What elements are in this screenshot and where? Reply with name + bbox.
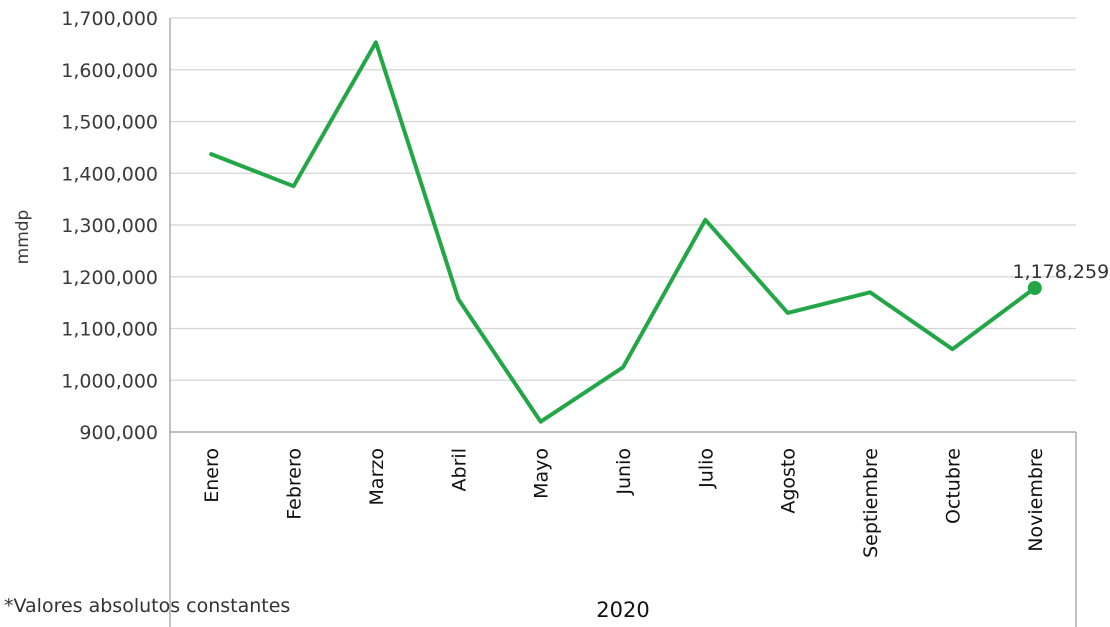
x-tick-label: Julio — [695, 448, 717, 489]
x-tick-label: Marzo — [366, 448, 388, 505]
y-tick-label: 1,200,000 — [61, 267, 158, 289]
y-tick-label: 900,000 — [79, 422, 158, 444]
series-line — [209, 40, 1037, 424]
data-label: 1,178,259 — [1012, 261, 1109, 283]
y-tick-label: 1,100,000 — [61, 319, 158, 341]
x-tick-label: Enero — [201, 448, 223, 503]
chart-frame — [169, 18, 1077, 627]
y-tick-label: 1,700,000 — [61, 8, 158, 30]
x-tick-label: Febrero — [284, 448, 306, 520]
x-tick-label: Abril — [448, 448, 470, 491]
data-labels: 1,178,259 — [1012, 261, 1109, 283]
y-tick-labels: 900,000 1,000,000 1,100,000 1,200,000 1,300,… — [61, 8, 158, 444]
x-tick-labels: Enero Febrero Marzo Abril Mayo Junio Julio Agos… — [201, 448, 1047, 558]
footnote: *Valores absolutos constantes — [4, 595, 290, 617]
x-tick-label: Noviembre — [1025, 448, 1047, 552]
x-tick-label: Agosto — [778, 448, 800, 514]
x-tick-label: Junio — [613, 448, 635, 496]
y-axis-label: mmdp — [13, 210, 33, 265]
x-tick-label: Septiembre — [860, 448, 882, 558]
x-tick-label: Mayo — [531, 448, 553, 499]
y-tick-label: 1,000,000 — [61, 370, 158, 392]
x-axis-label: 2020 — [596, 598, 649, 622]
series-end-point — [1027, 281, 1042, 296]
y-tick-label: 1,400,000 — [61, 163, 158, 185]
y-tick-label: 1,300,000 — [61, 215, 158, 237]
y-tick-label: 1,500,000 — [61, 112, 158, 134]
x-tick-label: Octubre — [942, 448, 964, 524]
series-layer — [209, 40, 1042, 424]
grid-lines — [170, 17, 1076, 381]
y-tick-label: 1,600,000 — [61, 60, 158, 82]
